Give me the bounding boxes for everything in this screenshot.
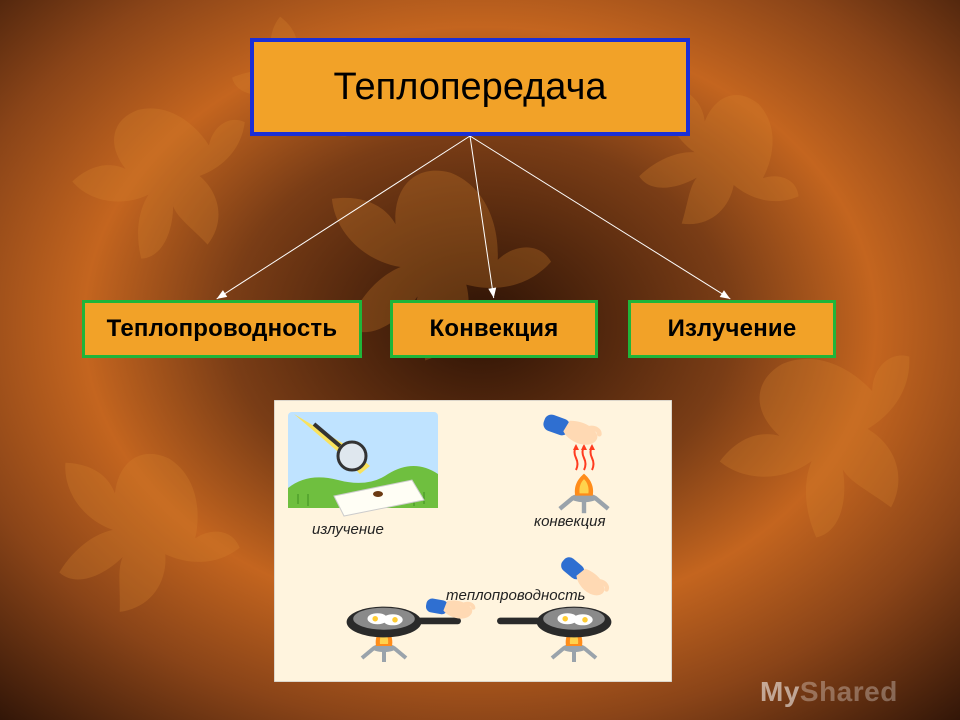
box-radiation: Излучение bbox=[628, 300, 836, 358]
illustration: излучение конвекция bbox=[274, 400, 672, 682]
box-convection-label: Конвекция bbox=[430, 315, 559, 343]
title-box: Теплопередача bbox=[250, 38, 690, 136]
box-convection: Конвекция bbox=[390, 300, 598, 358]
title-label: Теплопередача bbox=[333, 66, 606, 109]
box-conduction-label: Теплопроводность bbox=[107, 315, 338, 343]
illus-radiation bbox=[288, 412, 438, 516]
box-conduction: Теплопроводность bbox=[82, 300, 362, 358]
illus-convection-label: конвекция bbox=[534, 513, 606, 530]
illus-conduction-label: теплопроводность bbox=[446, 587, 586, 604]
illus-radiation-label: излучение bbox=[312, 521, 384, 538]
box-radiation-label: Излучение bbox=[668, 315, 797, 343]
slide-stage: Теплопередача Теплопроводность Конвекция… bbox=[0, 0, 960, 720]
